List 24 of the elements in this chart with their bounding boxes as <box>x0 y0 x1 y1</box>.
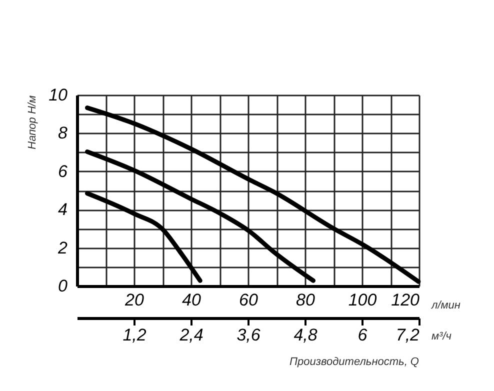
text: Производительность, Q <box>290 356 420 368</box>
x2-axis-title: м³/ч <box>432 330 452 342</box>
x-axis-title: л/мин <box>430 300 460 312</box>
x-tick-label: 120 <box>391 290 420 310</box>
x-tick-label: 20 <box>124 290 144 310</box>
y-tick-label: 8 <box>58 124 68 143</box>
x2-tick-label: 4,8 <box>294 326 318 344</box>
line-series <box>85 149 316 283</box>
x2-tick-label: 6 <box>358 326 368 344</box>
x2-tick-label: 7,2 <box>396 326 420 344</box>
line-series <box>85 191 202 283</box>
y-axis-title: Напор Н/м <box>26 95 38 150</box>
x2-tick-label: 2,4 <box>178 326 204 344</box>
y-tick-label: 0 <box>58 276 68 296</box>
x2-tick-label: 1,2 <box>122 326 147 344</box>
y-tick-label: 6 <box>58 162 68 181</box>
y-tick-label: 2 <box>57 238 68 258</box>
x-tick-label: 80 <box>296 290 316 310</box>
y-tick-label: 4 <box>58 200 68 220</box>
x2-tick-label: 3,6 <box>236 326 261 344</box>
x-tick-label: 100 <box>348 290 378 310</box>
x-tick-label: 60 <box>239 290 258 310</box>
y-tick-label: 10 <box>48 86 68 104</box>
x-tick-label: 40 <box>182 290 202 310</box>
